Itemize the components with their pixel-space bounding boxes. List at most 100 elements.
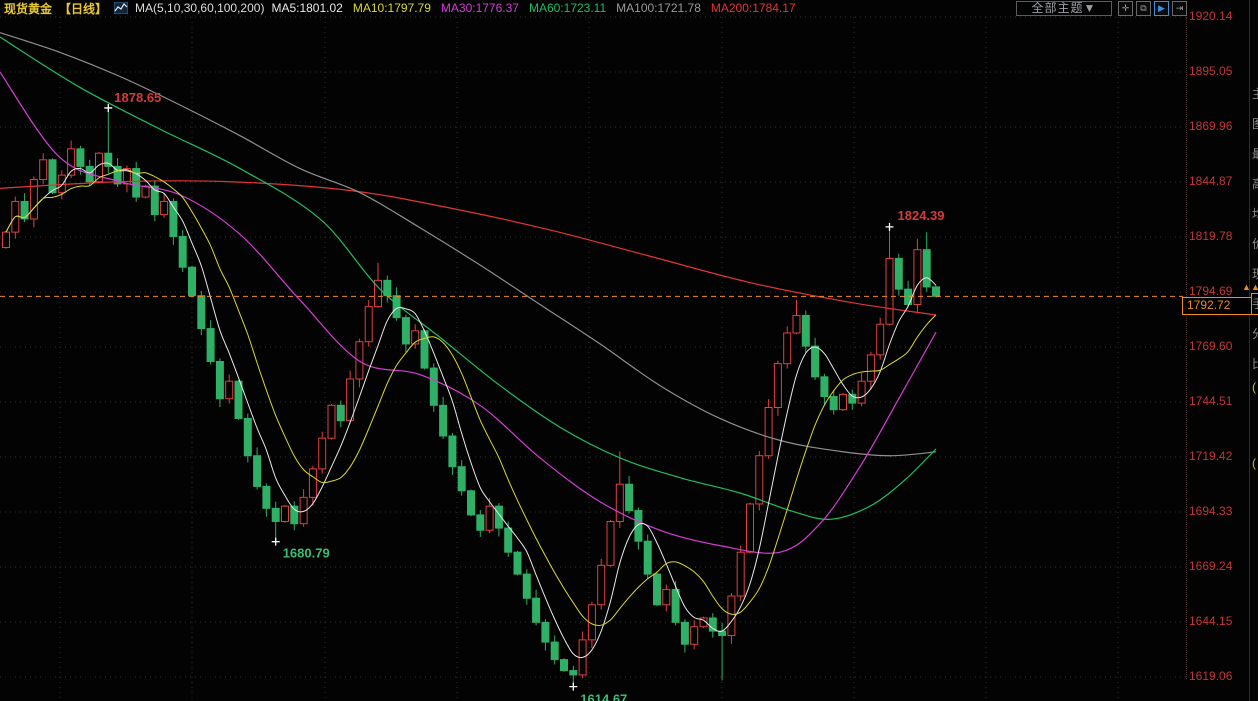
candle-body: [281, 505, 289, 522]
candle-body: [811, 345, 820, 378]
extreme-marker: [104, 103, 113, 112]
y-axis-label: 1669.24: [1189, 559, 1233, 573]
ma-value-label: MA30:1776.37: [440, 1, 519, 15]
candle-body: [39, 159, 48, 181]
candle-body: [234, 380, 243, 419]
strip-clipped-label: 价: [1252, 235, 1258, 252]
y-axis-tick-column: [1186, 17, 1187, 679]
ma-values-group: MA5:1801.02 MA10:1797.79 MA30:1776.37 MA60:…: [271, 1, 805, 15]
candle-body: [597, 564, 606, 606]
candle-body: [857, 380, 866, 404]
extreme-price-label: 1614.67: [580, 692, 627, 701]
candle-body: [801, 314, 810, 347]
extreme-price-label: 1878.65: [114, 90, 161, 105]
current-price-arrow-icon: ▲: [1242, 282, 1251, 292]
crosshair-grid-icon[interactable]: ✛: [1118, 1, 1133, 16]
candle-body: [206, 328, 215, 362]
candle-body: [885, 257, 894, 325]
y-axis-label: 1844.87: [1189, 174, 1233, 188]
candle-body: [746, 503, 754, 553]
candle-body: [755, 455, 764, 505]
candle-body: [913, 249, 922, 305]
ma-line-ma5: [5, 162, 937, 659]
candle-body: [587, 604, 596, 641]
extreme-marker: [271, 537, 280, 546]
y-axis-label: 1744.51: [1189, 394, 1233, 408]
candle-body: [792, 314, 801, 334]
collapse-panel-icon[interactable]: ⇥: [1172, 1, 1187, 16]
y-axis-label: 1819.78: [1189, 229, 1233, 243]
ma-value-label: MA10:1797.79: [352, 1, 431, 15]
candle-body: [494, 505, 503, 529]
candle-body: [773, 363, 782, 409]
candle-body: [467, 490, 475, 516]
candle-body: [67, 148, 76, 176]
candle-body: [569, 670, 578, 676]
candle-body: [429, 367, 438, 406]
current-price-tag: 1792.72: [1182, 297, 1252, 315]
candle-body: [346, 378, 355, 422]
candle-body: [876, 323, 885, 356]
candle-body: [625, 483, 634, 512]
candle-body: [653, 573, 661, 606]
candle-body: [476, 514, 485, 531]
candle-body: [243, 417, 252, 457]
strip-clipped-label: 分: [1252, 325, 1258, 342]
play-chart-icon[interactable]: ▶: [1154, 1, 1169, 16]
candle-body: [680, 621, 689, 645]
candle-body: [160, 200, 169, 216]
candle-body: [225, 380, 234, 400]
candle-body: [708, 617, 717, 632]
candle-body: [411, 330, 420, 345]
y-axis-label: 1895.05: [1189, 64, 1233, 78]
candle-body: [662, 588, 671, 606]
strip-clipped-label: 现: [1252, 265, 1258, 282]
strip-clipped-label: 均: [1252, 205, 1258, 222]
candle-body: [690, 626, 699, 645]
candle-body: [727, 595, 736, 636]
candle-body: [736, 551, 745, 597]
strip-clipped-mark: (: [1252, 380, 1256, 394]
y-axis-label: 1794.69: [1189, 284, 1233, 298]
candle-body: [550, 641, 559, 661]
right-sidebar-strip[interactable]: ▲ 主图最高均价现手分比 ((: [1249, 0, 1258, 701]
candle-body: [188, 266, 196, 297]
candle-body: [439, 404, 448, 437]
strip-clipped-label: 高: [1252, 175, 1258, 192]
strip-clipped-label: 主: [1252, 85, 1258, 102]
candle-body: [318, 437, 327, 470]
candle-body: [2, 231, 10, 248]
candle-body: [364, 306, 373, 343]
candle-body: [922, 249, 931, 288]
candle-body: [215, 360, 224, 400]
y-axis-label: 1920.14: [1189, 9, 1233, 23]
ma-line-ma10: [5, 169, 937, 626]
candle-body: [374, 279, 382, 308]
candle-body: [327, 404, 336, 439]
candle-body: [560, 659, 568, 672]
chart-type-icon[interactable]: [113, 1, 129, 15]
candle-body: [513, 551, 522, 575]
candle-body: [671, 588, 680, 623]
chart-header: 现货黄金 【日线】 MA(5,10,30,60,100,200) MA5:180…: [4, 0, 806, 16]
candle-body: [932, 286, 940, 297]
candle-body: [197, 295, 206, 330]
symbol-name[interactable]: 现货黄金: [4, 1, 53, 16]
new-window-icon[interactable]: ⧉: [1136, 1, 1151, 16]
period-label[interactable]: 【日线】: [59, 1, 108, 16]
y-axis-label: 1719.42: [1189, 449, 1233, 463]
candle-body: [532, 597, 541, 623]
strip-clipped-label: 最: [1252, 145, 1258, 162]
candle-body: [522, 573, 531, 599]
candle-body: [820, 376, 829, 398]
candle-body: [178, 236, 187, 268]
candle-body: [615, 483, 624, 522]
y-axis-label: 1694.33: [1189, 504, 1233, 518]
candle-body: [150, 185, 159, 216]
ma-value-label: MA5:1801.02: [271, 1, 343, 15]
extreme-price-label: 1680.79: [283, 546, 330, 561]
candle-body: [271, 507, 280, 522]
themes-dropdown-button[interactable]: 全部主题▼: [1016, 1, 1112, 16]
